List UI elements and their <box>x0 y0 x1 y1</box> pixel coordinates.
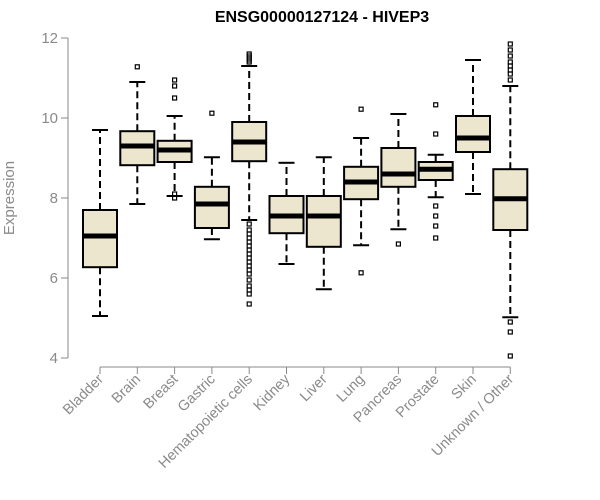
box-group <box>380 113 417 247</box>
outlier-point <box>433 213 439 219</box>
outlier-point <box>433 102 439 108</box>
outlier-point <box>246 251 252 257</box>
iqr-box <box>193 185 230 230</box>
outlier-point <box>507 77 513 83</box>
outlier-point <box>246 277 252 283</box>
outlier-point <box>172 95 178 101</box>
box-group <box>193 110 230 241</box>
outlier-point <box>134 64 140 70</box>
outlier-point <box>246 259 252 265</box>
outlier-point <box>246 231 252 237</box>
outlier-point <box>507 53 513 59</box>
y-tick-label: 8 <box>50 190 58 207</box>
iqr-box <box>455 115 491 153</box>
box-group <box>82 129 118 317</box>
outlier-point <box>507 319 513 325</box>
outlier-point <box>507 353 513 359</box>
y-axis: 4 6 8 10 12 <box>41 30 69 367</box>
x-category-label: Kidney <box>251 371 294 414</box>
outlier-point <box>507 47 513 53</box>
box-group <box>231 51 268 307</box>
x-category-label: Bladder <box>60 371 107 418</box>
outlier-point <box>246 287 252 293</box>
outlier-point <box>433 203 439 209</box>
outlier-point <box>433 235 439 241</box>
outlier-point <box>246 59 252 65</box>
y-tick-label: 10 <box>41 110 58 127</box>
outlier-point <box>172 83 178 89</box>
iqr-box <box>82 209 118 269</box>
outlier-point <box>246 291 252 297</box>
box-group <box>343 106 380 276</box>
x-category-label: Brain <box>109 372 144 407</box>
x-category-label: Liver <box>297 371 331 405</box>
box-group <box>417 102 454 241</box>
outlier-point <box>246 243 252 249</box>
outlier-point <box>246 271 252 277</box>
outlier-point <box>246 227 252 233</box>
y-tick-label: 6 <box>50 270 58 287</box>
outlier-point <box>246 301 252 307</box>
boxes <box>82 41 529 359</box>
outlier-point <box>507 41 513 47</box>
iqr-box <box>305 195 342 248</box>
outlier-point <box>433 131 439 137</box>
x-category-label: Skin <box>449 372 480 403</box>
outlier-point <box>246 255 252 261</box>
y-tick-label: 4 <box>50 350 58 367</box>
outlier-point <box>358 106 364 112</box>
box-group <box>268 161 305 265</box>
outlier-point <box>246 283 252 289</box>
chart-title: ENSG00000127124 - HIVEP3 <box>215 9 429 26</box>
outlier-point <box>507 329 513 335</box>
iqr-box <box>380 147 417 188</box>
y-axis-label: Expression <box>1 161 18 235</box>
outlier-point <box>172 191 178 197</box>
outlier-point <box>246 267 252 273</box>
outlier-point <box>395 241 401 247</box>
outlier-point <box>358 270 364 276</box>
box-group <box>305 156 342 291</box>
outlier-point <box>246 263 252 269</box>
box-group <box>492 41 529 359</box>
box-group <box>156 77 193 201</box>
x-category-label: Lung <box>334 372 368 406</box>
x-category-label: Breast <box>140 372 181 413</box>
outlier-point <box>209 110 215 116</box>
outlier-point <box>507 71 513 77</box>
outlier-point <box>246 239 252 245</box>
outlier-point <box>246 221 252 227</box>
outlier-point <box>433 223 439 229</box>
box-group <box>455 59 491 195</box>
outlier-point <box>172 77 178 83</box>
outlier-point <box>246 247 252 253</box>
y-tick-label: 12 <box>41 30 58 47</box>
box-group <box>119 64 156 205</box>
outlier-point <box>246 235 252 241</box>
